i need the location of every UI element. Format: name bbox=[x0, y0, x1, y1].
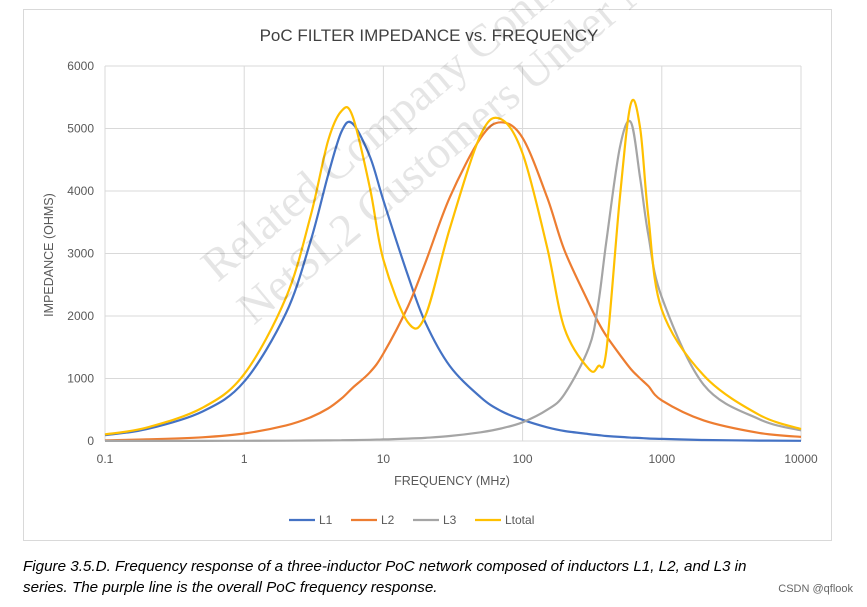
x-tick-label: 1000 bbox=[648, 452, 675, 466]
legend-label-l1: L1 bbox=[319, 513, 333, 527]
gridlines bbox=[104, 65, 802, 442]
caption-line-2: series. The purple line is the overall P… bbox=[23, 579, 438, 596]
x-axis-label: FREQUENCY (MHz) bbox=[394, 474, 510, 488]
chart-frame: PoC FILTER IMPEDANCE vs. FREQUENCY 0 1000… bbox=[23, 9, 832, 541]
caption-line-1: Figure 3.5.D. Frequency response of a th… bbox=[23, 558, 747, 575]
series-line-l2 bbox=[104, 121, 802, 442]
series-line-l1 bbox=[104, 120, 802, 442]
chart-title: PoC FILTER IMPEDANCE vs. FREQUENCY bbox=[260, 26, 599, 45]
series-line-ltotal bbox=[104, 98, 802, 436]
y-axis-label: IMPEDANCE (OHMS) bbox=[42, 193, 56, 317]
x-tick-label: 10 bbox=[377, 452, 391, 466]
legend-label-ltotal: Ltotal bbox=[505, 513, 534, 527]
y-tick-label: 6000 bbox=[67, 59, 94, 73]
series-lines bbox=[104, 98, 802, 442]
y-tick-label: 3000 bbox=[67, 247, 94, 261]
x-tick-label: 0.1 bbox=[97, 452, 114, 466]
y-tick-label: 2000 bbox=[67, 309, 94, 323]
y-tick-label: 0 bbox=[87, 434, 94, 448]
source-credit: CSDN @qflook bbox=[778, 583, 853, 595]
x-tick-label: 100 bbox=[513, 452, 533, 466]
legend-label-l2: L2 bbox=[381, 513, 395, 527]
x-tick-label: 1 bbox=[241, 452, 248, 466]
impedance-chart: PoC FILTER IMPEDANCE vs. FREQUENCY 01000… bbox=[42, 26, 818, 527]
axes: 0 1000 2000 3000 4000 5000 6000 0.1 1 10 100 1000 10… bbox=[67, 59, 818, 466]
x-tick-label: 10000 bbox=[784, 452, 818, 466]
y-tick-label: 4000 bbox=[67, 184, 94, 198]
legend-label-l3: L3 bbox=[443, 513, 457, 527]
series-line-l3 bbox=[105, 119, 802, 442]
figure-caption: Figure 3.5.D. Frequency response of a th… bbox=[23, 556, 843, 598]
legend: L1 L2 L3 Ltotal bbox=[289, 513, 534, 527]
y-tick-label: 5000 bbox=[67, 122, 94, 136]
y-tick-label: 1000 bbox=[67, 372, 94, 386]
